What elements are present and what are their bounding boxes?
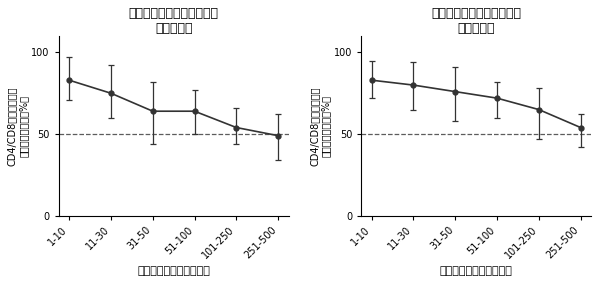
Title: 治療前の腫瘍生検サンプル
（１１例）: 治療前の腫瘍生検サンプル （１１例） [129,7,219,35]
X-axis label: 腫瘍検出クローンの順位: 腫瘍検出クローンの順位 [440,266,512,276]
Title: 治療後の腫瘍生検サンプル
（１０例）: 治療後の腫瘍生検サンプル （１０例） [431,7,521,35]
X-axis label: 腫瘍検出クローンの順位: 腫瘍検出クローンの順位 [137,266,210,276]
Y-axis label: CD4/CD8と同定された
クローンの割合（%）: CD4/CD8と同定された クローンの割合（%） [7,86,29,166]
Y-axis label: CD4/CD8と同定された
クローンの割合（%）: CD4/CD8と同定された クローンの割合（%） [309,86,331,166]
